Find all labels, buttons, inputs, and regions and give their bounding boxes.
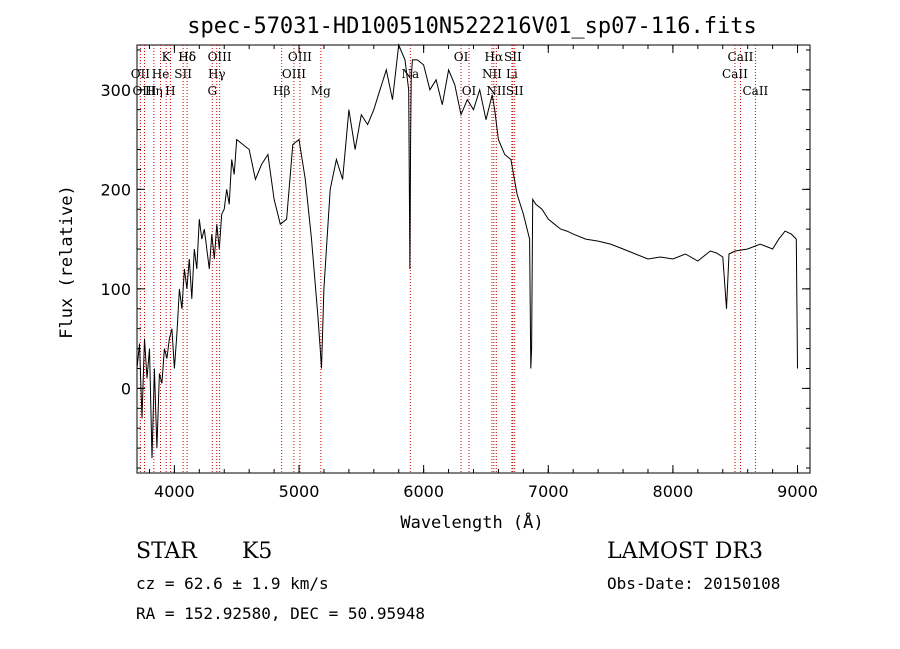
spectral-line-label: G [207,84,217,98]
spectral-line-label: Li [506,67,518,81]
spectral-line-label: H [165,84,175,98]
spectral-line-label: OI [454,50,469,64]
spectral-line-label: OII [131,67,151,81]
x-axis-label: Wavelength (Å) [400,511,543,533]
spectral-line-label: OI [462,84,477,98]
redshift-cz: cz = 62.6 ± 1.9 km/s [136,574,329,593]
spectral-line-label: SII [174,67,192,81]
x-tick-label: 5000 [279,482,320,501]
survey-name: LAMOST DR3 [607,539,763,564]
spectrum-line [136,43,798,459]
spectral-line-label: Hη [145,84,163,98]
y-tick-label: 200 [100,180,131,199]
x-tick-label: 7000 [528,482,569,501]
spectral-line-label: CaII [728,50,754,64]
spectral-line-label: He [152,67,170,81]
spectral-line-label: K [162,50,172,64]
spectral-line-label: Hβ [273,84,290,98]
spectral-line-label: Na [401,67,419,81]
spectral-line-label: CaII [742,84,768,98]
x-tick-label: 9000 [777,482,818,501]
y-tick-label: 300 [100,81,131,100]
spectral-line-label: CaII [722,67,748,81]
spectral-line-label: NII [482,67,502,81]
spectral-line-label: OIII [282,67,306,81]
chart-title: spec-57031-HD100510N522216V01_sp07-116.f… [187,14,757,39]
spectral-line-label: Hδ [178,50,196,64]
x-tick-label: 4000 [154,482,195,501]
spectral-line-markers [139,45,756,473]
spectral-line-label: OIII [288,50,312,64]
spectral-line-label: SII [506,84,524,98]
object-class: STAR [136,539,197,564]
y-axis-label: Flux (relative) [57,185,77,339]
y-tick-label: 100 [100,280,131,299]
coordinates: RA = 152.92580, DEC = 50.95948 [136,604,425,623]
y-tick-label: 0 [121,379,131,398]
spectral-line-label: NII [486,84,506,98]
spectral-line-label: Mg [311,84,331,98]
spectral-line-label: OIII [208,50,232,64]
observation-date: Obs-Date: 20150108 [607,574,781,593]
spectral-line-label: Hδ [178,50,196,64]
y-axis-ticks: 0 100 200 300 [100,49,810,469]
x-tick-label: 6000 [403,482,444,501]
object-subclass: K5 [242,539,273,564]
spectral-line-label: Hα [485,50,504,64]
spectral-line-label: Hγ [208,67,226,81]
x-tick-label: 8000 [653,482,694,501]
spectral-line-label: OIII [132,84,156,98]
x-axis-ticks: 4000 5000 6000 7000 8000 9000 [148,45,818,501]
spectral-line-label: SII [504,50,522,64]
